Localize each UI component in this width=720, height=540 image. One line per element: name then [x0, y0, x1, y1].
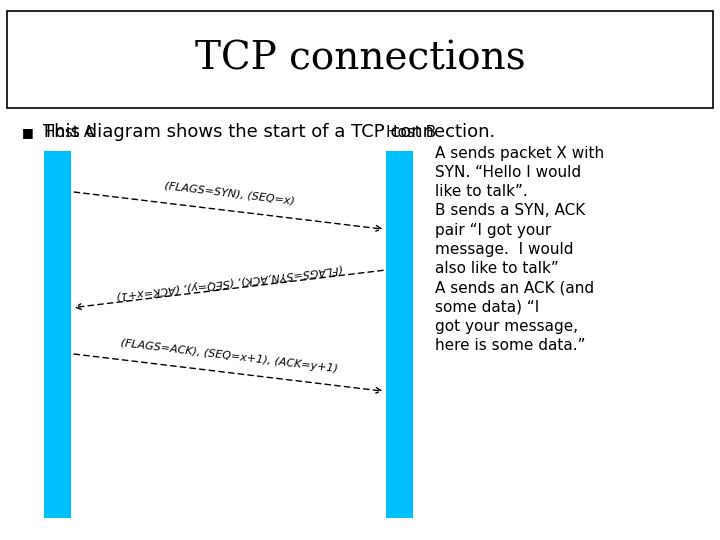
Text: A sends packet X with
SYN. “Hello I would
like to talk”.
B sends a SYN, ACK
pair: A sends packet X with SYN. “Hello I woul…: [435, 146, 604, 353]
Text: Host A: Host A: [44, 125, 94, 140]
Text: (FLAGS=SYN,ACK), (SEQ=y), (ACK=x+1): (FLAGS=SYN,ACK), (SEQ=y), (ACK=x+1): [115, 264, 343, 301]
Bar: [7, 11, 713, 108]
Text: This diagram shows the start of a TCP connection.: This diagram shows the start of a TCP co…: [43, 123, 495, 141]
Text: (FLAGS=ACK), (SEQ=x+1), (ACK=y+1): (FLAGS=ACK), (SEQ=x+1), (ACK=y+1): [120, 338, 338, 374]
Bar: [386, 151, 413, 518]
Text: ■: ■: [22, 126, 33, 139]
Text: (FLAGS=SYN), (SEQ=x): (FLAGS=SYN), (SEQ=x): [163, 181, 294, 206]
Text: Host B: Host B: [386, 125, 436, 140]
Text: TCP connections: TCP connections: [194, 41, 526, 78]
Bar: [44, 151, 71, 518]
